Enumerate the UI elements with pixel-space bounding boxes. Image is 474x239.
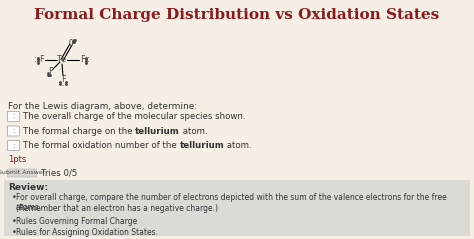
FancyBboxPatch shape [4,179,470,235]
Text: :: : [35,55,37,65]
Text: Rules for Assigning Oxidation States.: Rules for Assigning Oxidation States. [16,228,158,237]
Text: Formal Charge Distribution vs Oxidation States: Formal Charge Distribution vs Oxidation … [35,8,439,22]
Text: •: • [12,192,17,201]
FancyBboxPatch shape [8,169,36,177]
Text: F: F [61,75,65,84]
Text: ..: .. [61,82,65,87]
Text: :: : [12,128,15,134]
Text: :: : [87,55,90,65]
Text: tellurium: tellurium [136,126,180,136]
Text: Te: Te [57,55,67,65]
Text: •: • [12,217,17,226]
Text: For the Lewis diagram, above, determine:: For the Lewis diagram, above, determine: [8,102,197,111]
Text: :: : [12,114,15,120]
Text: For overall charge, compare the number of electrons depicted with the sum of the: For overall charge, compare the number o… [16,192,447,212]
Text: F: F [39,55,44,65]
Text: Rules Governing Formal Charge: Rules Governing Formal Charge [16,217,137,226]
Text: tellurium: tellurium [180,141,224,150]
FancyBboxPatch shape [8,126,19,136]
Text: The overall charge of the molecular species shown.: The overall charge of the molecular spec… [23,112,246,121]
Text: Review:: Review: [8,183,48,191]
Text: O: O [69,39,73,49]
Text: :: : [12,142,15,148]
Text: The formal charge on the: The formal charge on the [23,126,136,136]
Text: F: F [48,67,53,76]
Text: atom.: atom. [224,141,252,150]
Text: F: F [81,55,85,65]
Text: The formal oxidation number of the: The formal oxidation number of the [23,141,180,150]
Text: Tries 0/5: Tries 0/5 [41,168,77,178]
FancyBboxPatch shape [8,141,19,151]
Text: atom.: atom. [180,126,208,136]
Text: 1pts: 1pts [8,156,26,164]
Text: •: • [12,228,17,237]
Text: Submit Answer: Submit Answer [0,170,46,175]
FancyBboxPatch shape [8,112,19,121]
Text: (Remember that an electron has a negative charge.): (Remember that an electron has a negativ… [16,204,218,213]
